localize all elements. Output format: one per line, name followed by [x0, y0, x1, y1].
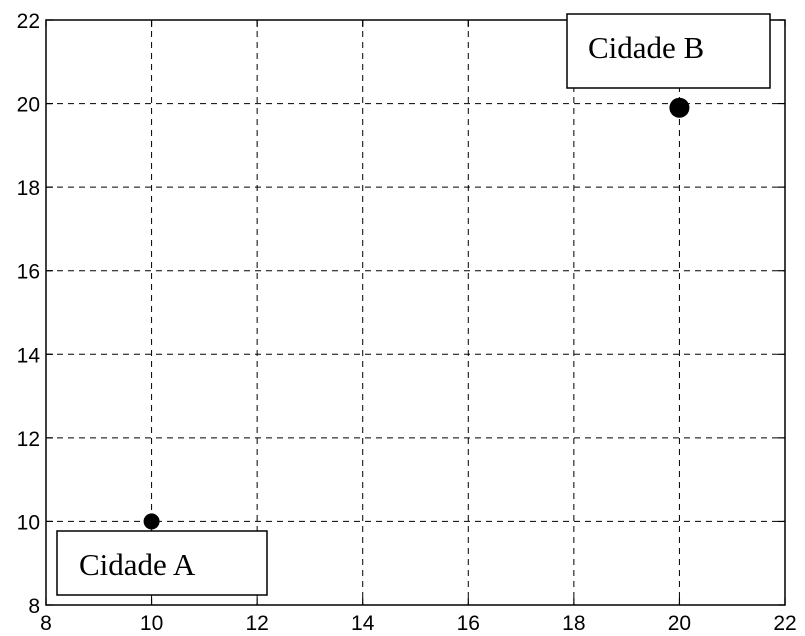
y-tick-label: 8 — [28, 595, 40, 618]
annotation-cidade-b-label: Cidade B — [588, 30, 704, 65]
data-point — [669, 97, 690, 118]
y-tick-label: 12 — [17, 428, 40, 451]
x-tick-label: 22 — [773, 612, 796, 635]
y-tick-label: 20 — [17, 94, 40, 117]
y-tick-label: 18 — [17, 177, 40, 200]
annotation-cidade-b-box — [566, 13, 771, 89]
y-tick-label: 16 — [17, 261, 40, 284]
x-tick-label: 14 — [351, 612, 375, 635]
x-tick-label: 10 — [140, 612, 163, 635]
y-axis-tick-labels: 8 10 12 14 16 18 20 22 — [17, 10, 41, 618]
y-tick-label: 10 — [17, 511, 40, 534]
annotation-cidade-a: Cidade A — [56, 530, 268, 596]
x-tick-label: 18 — [562, 612, 585, 635]
x-tick-label: 16 — [457, 612, 480, 635]
x-tick-label: 20 — [668, 612, 691, 635]
annotation-cidade-a-label: Cidade A — [79, 547, 196, 582]
x-tick-label: 8 — [40, 612, 52, 635]
annotation-cidade-b: Cidade B — [566, 13, 771, 89]
y-tick-label: 14 — [17, 344, 41, 367]
grid — [46, 20, 785, 605]
data-points — [143, 97, 690, 530]
x-axis-tick-labels: 8 10 12 14 16 18 20 22 — [40, 612, 797, 635]
x-tick-label: 12 — [245, 612, 268, 635]
data-point — [143, 513, 160, 530]
tick-marks — [45, 19, 786, 606]
plot-area — [45, 19, 786, 606]
y-tick-label: 22 — [17, 10, 40, 33]
annotation-cidade-a-box — [56, 530, 268, 596]
